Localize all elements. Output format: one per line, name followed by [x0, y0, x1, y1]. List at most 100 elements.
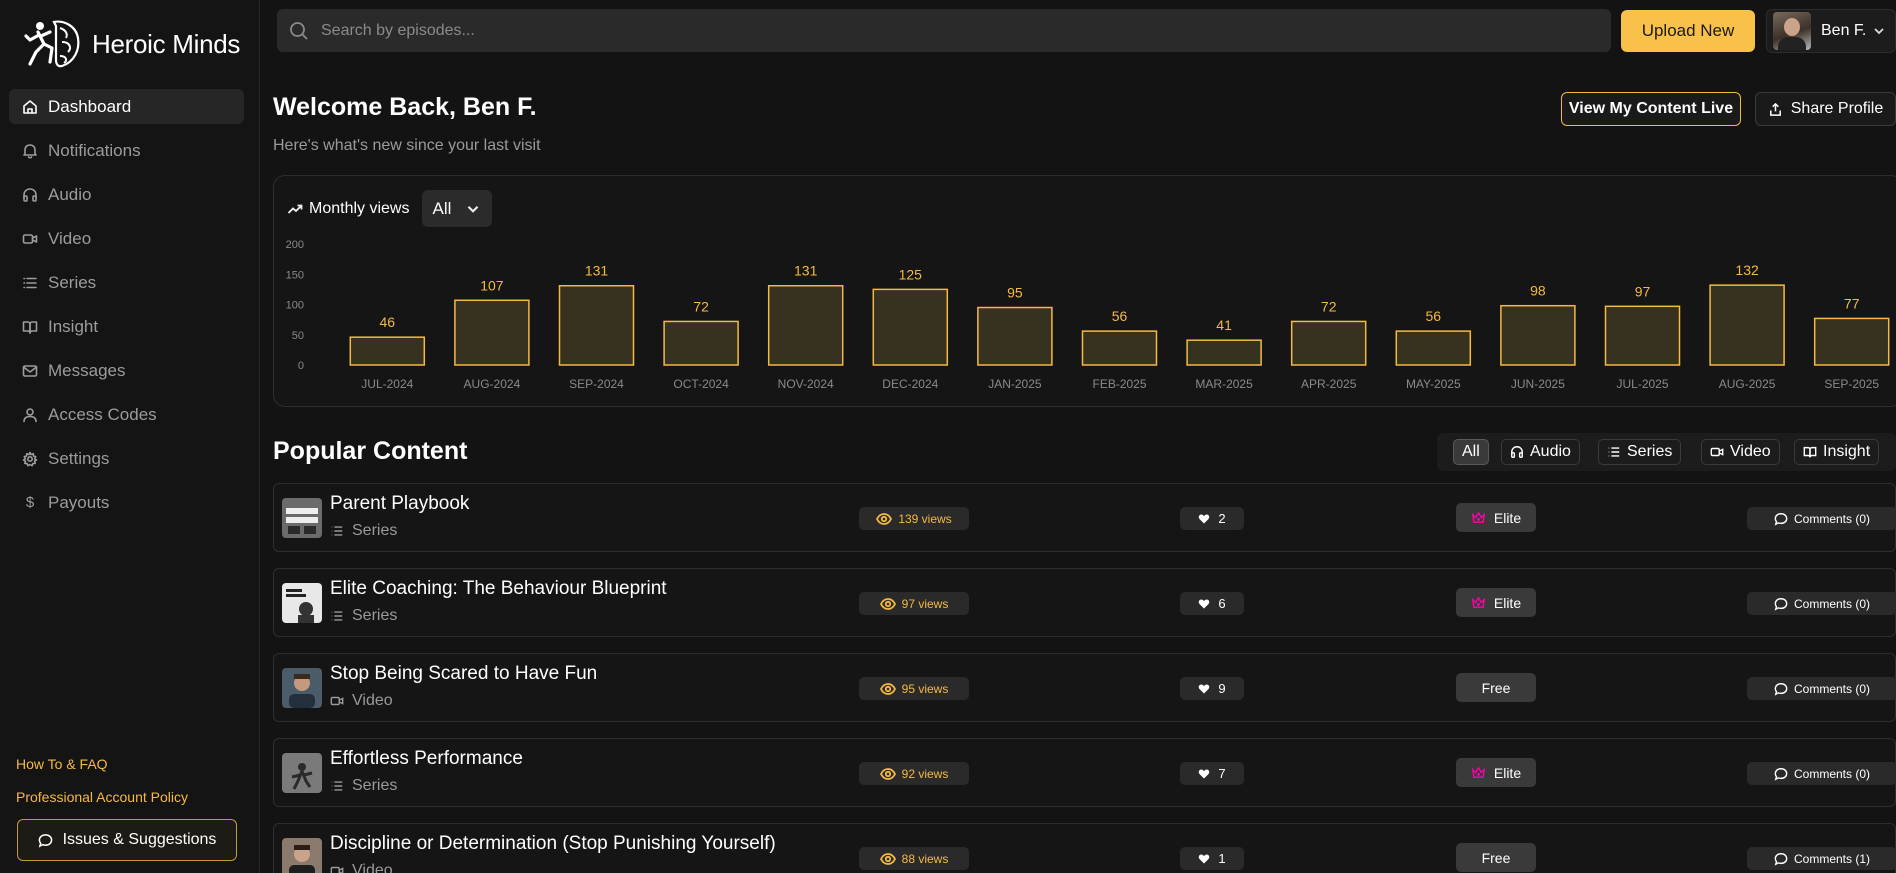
- sidebar: Heroic Minds Dashboard Notifications Aud…: [0, 0, 260, 873]
- filter-all[interactable]: All: [1453, 439, 1489, 465]
- comments-label: Comments (1): [1793, 851, 1870, 866]
- list-icon: [331, 611, 343, 621]
- comments-button[interactable]: Comments (0): [1747, 677, 1896, 700]
- content-title[interactable]: Elite Coaching: The Behaviour Blueprint: [330, 578, 667, 599]
- content-row[interactable]: Stop Being Scared to Have Fun Video 95 v…: [273, 653, 1896, 722]
- sidebar-item-messages[interactable]: Messages: [9, 353, 244, 388]
- popular-content-list: Parent Playbook Series 139 views 2 Elite…: [273, 483, 1896, 873]
- eye-icon: [879, 767, 896, 780]
- content-row[interactable]: Elite Coaching: The Behaviour Blueprint …: [273, 568, 1896, 637]
- user-menu[interactable]: Ben F.: [1766, 9, 1896, 53]
- x-tick-label: AUG-2024: [464, 377, 521, 391]
- video-icon: [330, 866, 344, 873]
- comments-label: Comments (0): [1793, 681, 1870, 696]
- comments-button[interactable]: Comments (0): [1747, 507, 1896, 530]
- bar-value-label: 95: [1007, 285, 1023, 301]
- eye-icon: [879, 597, 896, 610]
- sidebar-item-label: Messages: [48, 360, 126, 380]
- sidebar-item-video[interactable]: Video: [9, 221, 244, 256]
- content-thumbnail: [282, 583, 322, 623]
- sidebar-item-dashboard[interactable]: Dashboard: [9, 89, 244, 124]
- sidebar-item-payouts[interactable]: $ Payouts: [9, 485, 244, 520]
- views-count: 88 views: [901, 851, 949, 866]
- account-policy-link[interactable]: Professional Account Policy: [16, 789, 188, 805]
- dollar-icon: $: [25, 494, 35, 511]
- chart-bar: [454, 299, 530, 366]
- x-tick-label: JUN-2025: [1511, 377, 1565, 391]
- filter-label: Video: [1730, 443, 1771, 460]
- bar-value-label: 132: [1735, 262, 1759, 278]
- chat-bubble-icon: [38, 833, 52, 848]
- comments-label: Comments (0): [1793, 766, 1870, 781]
- share-profile-button[interactable]: Share Profile: [1755, 92, 1896, 126]
- eye-icon: [876, 512, 893, 525]
- likes-badge: 1: [1180, 847, 1244, 870]
- chart-bar: [1813, 317, 1890, 366]
- share-profile-label: Share Profile: [1790, 100, 1884, 117]
- x-tick-label: OCT-2024: [673, 377, 729, 391]
- likes-count: 6: [1218, 596, 1226, 611]
- sidebar-item-label: Dashboard: [48, 96, 132, 116]
- heart-icon: [1199, 514, 1210, 523]
- list-icon: [1608, 447, 1620, 457]
- content-row[interactable]: Parent Playbook Series 139 views 2 Elite…: [273, 483, 1896, 552]
- likes-badge: 6: [1180, 592, 1244, 615]
- sidebar-item-insight[interactable]: Insight: [9, 309, 244, 344]
- sidebar-item-notifications[interactable]: Notifications: [9, 133, 244, 168]
- comments-label: Comments (0): [1793, 511, 1870, 526]
- comments-button[interactable]: Comments (0): [1747, 762, 1896, 785]
- sidebar-item-label: Series: [48, 272, 97, 292]
- chart-bar: [1290, 320, 1367, 366]
- sidebar-item-label: Video: [48, 228, 92, 248]
- sidebar-item-access-codes[interactable]: Access Codes: [9, 397, 244, 432]
- x-tick-label: MAR-2025: [1195, 377, 1253, 391]
- filter-insight[interactable]: Insight: [1794, 439, 1880, 465]
- chart-bar: [1500, 304, 1576, 366]
- content-title[interactable]: Discipline or Determination (Stop Punish…: [330, 833, 776, 854]
- filter-label: Insight: [1823, 443, 1871, 460]
- bar-value-label: 72: [1321, 298, 1337, 314]
- crown-icon: [1471, 596, 1485, 608]
- comments-button[interactable]: Comments (0): [1747, 592, 1896, 615]
- comments-button[interactable]: Comments (1): [1747, 847, 1896, 870]
- chart-bar: [1186, 339, 1262, 366]
- bar-value-label: 131: [585, 263, 609, 279]
- issues-suggestions-button[interactable]: Issues & Suggestions: [17, 819, 237, 861]
- avatar: [1773, 12, 1811, 50]
- y-tick-label: 50: [292, 330, 304, 342]
- tier-label: Free: [1481, 849, 1511, 866]
- filter-series[interactable]: Series: [1598, 439, 1682, 465]
- content-title[interactable]: Stop Being Scared to Have Fun: [330, 663, 598, 684]
- video-icon: [330, 696, 344, 706]
- content-row[interactable]: Discipline or Determination (Stop Punish…: [273, 823, 1896, 873]
- tier-label: Elite: [1493, 764, 1522, 781]
- content-row[interactable]: Effortless Performance Series 92 views 7…: [273, 738, 1896, 807]
- bar-value-label: 56: [1112, 308, 1128, 324]
- content-type-label: Series: [352, 522, 398, 539]
- filter-audio[interactable]: Audio: [1501, 439, 1580, 465]
- sidebar-item-settings[interactable]: Settings: [9, 441, 244, 476]
- brain-runner-logo-icon: [24, 20, 80, 68]
- filter-video[interactable]: Video: [1701, 439, 1780, 465]
- likes-count: 2: [1218, 511, 1226, 526]
- content-type-label: Series: [352, 607, 398, 624]
- tier-badge: Free: [1456, 843, 1536, 872]
- sidebar-item-audio[interactable]: Audio: [9, 177, 244, 212]
- upload-new-button[interactable]: Upload New: [1621, 10, 1755, 52]
- x-tick-label: AUG-2025: [1719, 377, 1776, 391]
- bar-value-label: 77: [1844, 295, 1860, 311]
- faq-link[interactable]: How To & FAQ: [16, 756, 108, 772]
- search-input[interactable]: [321, 21, 1521, 40]
- x-tick-label: DEC-2024: [882, 377, 938, 391]
- popular-content-title: Popular Content: [273, 437, 468, 465]
- range-select[interactable]: All: [422, 190, 493, 227]
- video-icon: [1710, 447, 1724, 457]
- brand-logo[interactable]: Heroic Minds: [24, 18, 240, 70]
- content-title[interactable]: Effortless Performance: [330, 748, 523, 769]
- view-content-live-button[interactable]: View My Content Live: [1561, 92, 1741, 126]
- sidebar-item-series[interactable]: Series: [9, 265, 244, 300]
- x-tick-label: JUL-2025: [1616, 377, 1668, 391]
- content-title[interactable]: Parent Playbook: [330, 493, 470, 514]
- views-badge: 88 views: [859, 847, 969, 870]
- tier-label: Elite: [1493, 509, 1522, 526]
